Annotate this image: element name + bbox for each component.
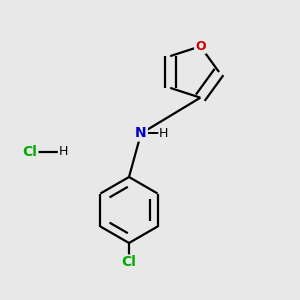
Text: O: O bbox=[195, 40, 206, 53]
Text: H: H bbox=[159, 127, 168, 140]
Text: H: H bbox=[58, 145, 68, 158]
Text: N: N bbox=[135, 127, 147, 140]
Text: Cl: Cl bbox=[22, 145, 38, 158]
Text: Cl: Cl bbox=[122, 256, 136, 269]
